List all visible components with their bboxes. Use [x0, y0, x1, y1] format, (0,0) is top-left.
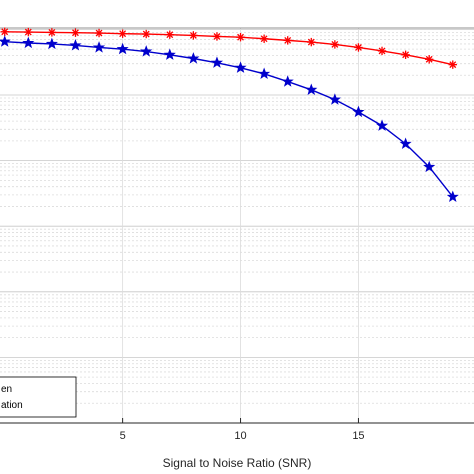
- series-1-point: [448, 60, 457, 69]
- asterisk-arm: [213, 33, 221, 40]
- star-shape: [305, 83, 318, 95]
- star-shape: [258, 67, 271, 79]
- asterisk-arm: [166, 31, 174, 39]
- grid-lines: [0, 28, 474, 424]
- asterisk-arm: [1, 28, 9, 36]
- series-2-point: [0, 35, 11, 47]
- series-2-point: [352, 105, 365, 118]
- star-shape: [375, 119, 389, 131]
- asterisk-arm: [24, 28, 32, 36]
- star-shape: [352, 105, 365, 118]
- series-1-point: [118, 29, 127, 38]
- series-1-point: [401, 50, 410, 59]
- star-shape: [281, 75, 294, 87]
- series-2-point: [281, 75, 294, 87]
- star-shape: [423, 160, 436, 173]
- series-2-point: [305, 83, 318, 95]
- series-1: [0, 27, 457, 69]
- series-layer: [0, 27, 459, 203]
- series-1-point: [0, 27, 9, 36]
- series-2-point: [116, 42, 129, 55]
- x-axis-label: Signal to Noise Ratio (SNR): [163, 456, 312, 470]
- series-2: [0, 35, 459, 203]
- asterisk-arm: [189, 31, 197, 39]
- asterisk-arm: [425, 55, 433, 63]
- asterisk-arm: [142, 30, 150, 38]
- series-2-point: [375, 119, 389, 131]
- asterisk-arm: [307, 38, 315, 46]
- star-shape: [328, 93, 341, 105]
- series-2-point: [187, 52, 200, 64]
- asterisk-arm: [119, 30, 127, 38]
- asterisk-arm: [260, 35, 268, 43]
- star-shape: [116, 42, 129, 55]
- series-1-point: [283, 36, 292, 45]
- star-shape: [45, 37, 58, 50]
- series-2-line: [4, 40, 454, 198]
- series-1-point: [259, 34, 269, 43]
- asterisk-arm: [402, 51, 410, 59]
- x-tick-label: 10: [234, 430, 246, 442]
- series-2-point: [399, 137, 412, 149]
- asterisk-arm: [72, 29, 79, 37]
- plot-area: [0, 27, 474, 424]
- asterisk-arm: [378, 47, 386, 55]
- star-shape: [163, 48, 176, 60]
- star-shape: [399, 137, 412, 149]
- star-shape: [0, 35, 11, 47]
- series-2-point: [234, 61, 247, 73]
- asterisk-arm: [284, 36, 292, 44]
- series-1-point: [71, 28, 80, 37]
- series-1-point: [47, 28, 57, 37]
- series-2-point: [328, 93, 341, 105]
- star-shape: [446, 190, 459, 203]
- series-1-point: [24, 27, 33, 37]
- series-1-point: [424, 55, 434, 64]
- asterisk-arm: [237, 33, 244, 41]
- star-shape: [234, 61, 247, 73]
- series-2-point: [45, 37, 58, 50]
- legend-box: [0, 376, 77, 418]
- asterisk-arm: [449, 61, 457, 69]
- asterisk-arm: [355, 44, 362, 51]
- asterisk-arm: [95, 29, 103, 37]
- series-2-point: [140, 45, 153, 57]
- series-1-point: [307, 37, 316, 47]
- series-1-point: [94, 28, 104, 38]
- legend: en ation: [0, 376, 77, 418]
- series-2-point: [92, 41, 106, 53]
- star-shape: [140, 45, 153, 57]
- series-1-point: [212, 32, 222, 41]
- series-2-point: [446, 190, 459, 203]
- legend-entry-2: ation: [1, 400, 23, 411]
- star-shape: [69, 39, 82, 51]
- x-tick-label: 5: [120, 430, 126, 442]
- asterisk-arm: [48, 28, 56, 36]
- series-2-point: [423, 160, 436, 173]
- series-1-point: [189, 31, 198, 40]
- series-2-point: [69, 39, 82, 51]
- series-1-point: [377, 46, 387, 56]
- x-axis-ticks: 5 10 15: [120, 418, 365, 442]
- series-2-point: [22, 36, 35, 49]
- series-1-point: [165, 30, 174, 39]
- series-2-point: [210, 56, 224, 68]
- star-shape: [22, 36, 35, 49]
- series-1-point: [142, 29, 151, 39]
- legend-entry-1: en: [1, 384, 12, 395]
- series-1-point: [330, 40, 340, 49]
- star-shape: [210, 56, 224, 68]
- series-2-point: [163, 48, 176, 60]
- star-shape: [187, 52, 200, 64]
- series-1-point: [236, 33, 245, 42]
- series-1-point: [354, 43, 363, 52]
- x-tick-label: 15: [352, 430, 364, 442]
- asterisk-arm: [331, 40, 339, 48]
- star-shape: [92, 41, 106, 53]
- series-2-point: [258, 67, 271, 79]
